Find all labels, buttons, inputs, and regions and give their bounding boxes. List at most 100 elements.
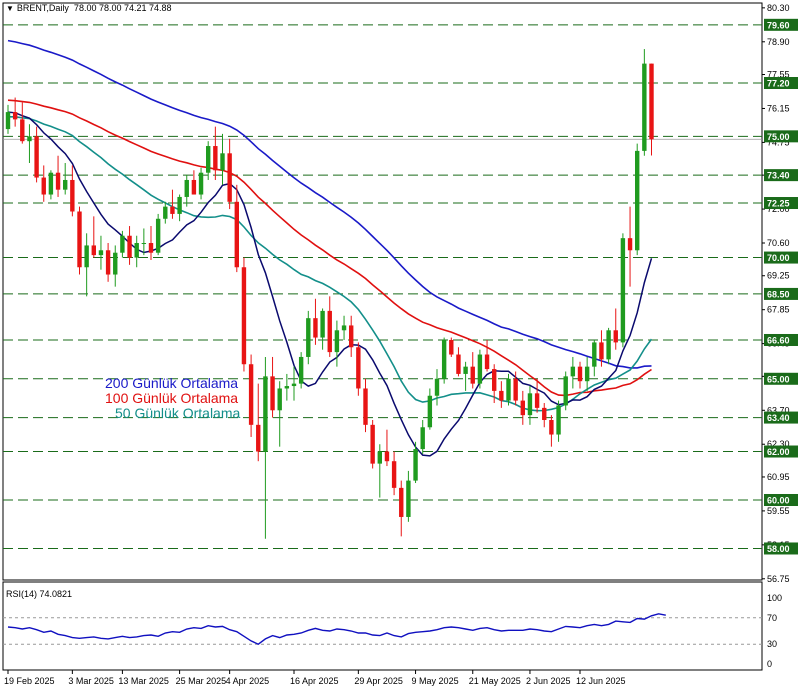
candle-body: [12, 112, 18, 120]
candle: [563, 371, 568, 411]
level-badge: [764, 411, 798, 424]
candle: [120, 230, 125, 258]
level-label: 62.00: [767, 447, 790, 457]
candle: [84, 233, 89, 297]
candle-body: [620, 238, 626, 343]
level-label: 77.20: [767, 79, 790, 89]
candle: [291, 366, 297, 401]
candle: [241, 257, 247, 372]
candle-body: [298, 356, 304, 384]
candle: [155, 213, 161, 256]
level-badge: [764, 130, 798, 143]
candle-body: [363, 388, 368, 425]
candle: [649, 63, 654, 156]
x-tick-label: 3 Mar 2025: [68, 676, 114, 686]
candle: [148, 226, 154, 260]
candle: [170, 189, 175, 219]
x-tick-label: 29 Apr 2025: [354, 676, 403, 686]
price-tick-label: 69.25: [767, 271, 790, 281]
rsi-line: [7, 613, 666, 646]
level-badge: [764, 18, 798, 31]
candle: [63, 163, 68, 195]
candle-body: [484, 354, 490, 370]
level-label: 60.00: [767, 495, 790, 505]
symbol-title: BRENT,Daily 78.00 78.00 74.21 74.88: [16, 3, 172, 13]
candle: [391, 451, 397, 496]
candle: [70, 165, 75, 217]
candle: [270, 356, 275, 418]
chart-header: ▼ BRENT,Daily 78.00 78.00 74.21 74.88: [6, 3, 172, 14]
rsi-title: RSI(14) 74.0821: [6, 589, 73, 599]
price-tick-label: 76.15: [767, 103, 790, 113]
candle: [620, 233, 626, 348]
candle-body: [391, 461, 397, 488]
candle-body: [248, 364, 254, 425]
ma-legend: 200 Günlük Ortalama 100 Günlük Ortalama …: [105, 376, 240, 421]
candle-body: [413, 449, 418, 481]
candle-body: [420, 427, 425, 450]
candle-body: [613, 330, 618, 343]
candle-body: [441, 339, 447, 379]
candle-body: [427, 395, 433, 428]
candle-body: [148, 243, 154, 253]
level-label: 75.00: [767, 132, 790, 142]
candle-body: [105, 250, 111, 275]
candle-body: [341, 325, 347, 331]
level-label: 70.00: [767, 253, 790, 263]
candle-body: [256, 424, 261, 452]
candle: [320, 308, 325, 350]
candle-body: [91, 245, 96, 256]
candle-body: [284, 386, 290, 389]
candle-body: [463, 366, 468, 374]
candle-body: [198, 172, 204, 195]
level-label: 79.60: [767, 20, 790, 30]
candle: [456, 347, 461, 377]
candle: [434, 369, 440, 406]
candle-body: [41, 177, 46, 195]
candle: [191, 170, 197, 195]
level-badge: [764, 333, 798, 346]
level-label: 58.00: [767, 544, 790, 554]
candle: [234, 184, 239, 273]
level-label: 66.60: [767, 335, 790, 345]
price-tick-label: 80.30: [767, 3, 790, 13]
rsi-pane-frame: [2, 581, 763, 671]
rsi-tick-label: 100: [767, 593, 782, 603]
candle: [277, 381, 282, 447]
price-tick-label: 72.00: [767, 204, 790, 214]
candle: [284, 373, 290, 401]
candle: [470, 352, 475, 389]
candle-body: [570, 366, 576, 377]
candle-body: [263, 376, 268, 452]
candle-body: [327, 310, 332, 353]
candle-body: [577, 366, 583, 382]
collapse-triangle-icon[interactable]: ▼: [6, 4, 14, 13]
candle-body: [313, 318, 318, 338]
candle: [184, 175, 189, 207]
candle: [177, 194, 182, 222]
candle: [642, 49, 647, 156]
candle: [141, 228, 147, 256]
candle-body: [98, 250, 104, 256]
candle: [198, 167, 204, 200]
x-tick-label: 9 May 2025: [412, 676, 459, 686]
candle-body: [556, 405, 561, 435]
candle-body: [184, 179, 189, 197]
candle-body: [227, 153, 232, 202]
candle: [5, 104, 11, 134]
candle-body: [20, 119, 25, 142]
price-tick-label: 77.55: [767, 70, 790, 80]
candle: [98, 235, 104, 270]
candle-body: [520, 400, 525, 416]
candle-body: [48, 172, 54, 195]
candle: [542, 403, 547, 428]
candle: [105, 243, 111, 282]
x-tick-label: 12 Jun 2025: [576, 676, 626, 686]
ma20-line: [7, 111, 653, 457]
candle-body: [470, 366, 475, 384]
candle: [349, 315, 354, 357]
candle: [584, 356, 590, 391]
candle-body: [63, 179, 68, 190]
candle: [306, 310, 311, 365]
